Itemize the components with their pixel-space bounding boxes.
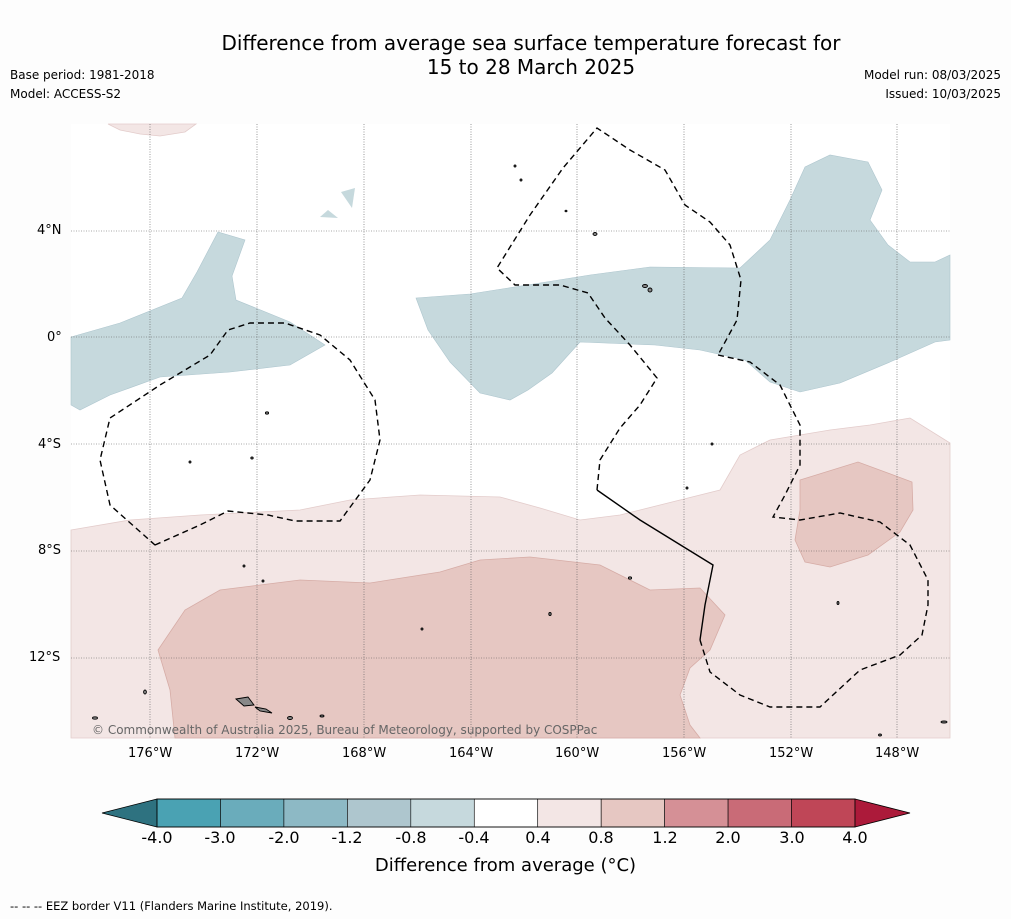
lon-label-156w: 156°W: [662, 746, 707, 761]
cbar-extend-low: [102, 799, 157, 827]
cbar-swatch: [537, 798, 602, 828]
cbar-tick: 0.4: [525, 828, 551, 847]
maritime-boundary-solid: [596, 489, 714, 641]
map-gridlines: [71, 124, 950, 738]
lon-label-152w: 152°W: [769, 746, 814, 761]
cbar-swatch: [727, 798, 792, 828]
cbar-swatch: [347, 798, 412, 828]
cbar-tick: -4.0: [141, 828, 173, 847]
warm-anomaly-top-patch: [107, 123, 198, 137]
cbar-tick: -2.0: [268, 828, 300, 847]
lat-label-4s: 4°S: [38, 437, 62, 452]
cbar-tick: -3.0: [204, 828, 236, 847]
lon-label-172w: 172°W: [235, 746, 280, 761]
warm-anomaly-medium-east: [794, 461, 914, 568]
cbar-tick: -0.8: [395, 828, 427, 847]
islands: [92, 164, 948, 737]
map-title: Difference from average sea surface temp…: [0, 31, 1011, 79]
eez-border-east: [699, 354, 929, 708]
lat-label-4n: 4°N: [37, 223, 62, 238]
cool-anomaly-small-patch-1: [341, 188, 355, 208]
eez-borders: [99, 127, 929, 708]
cbar-swatch: [410, 798, 475, 828]
cbar-extend-high: [855, 799, 910, 827]
cool-anomaly-small-patch-2: [320, 210, 338, 218]
lat-label-12s: 12°S: [29, 650, 61, 665]
cbar-swatch: [220, 798, 285, 828]
footnote-eez: -- -- -- EEZ border V11 (Flanders Marine…: [10, 899, 333, 913]
cbar-swatch: [791, 798, 856, 828]
cbar-tick: 3.0: [779, 828, 805, 847]
base-period: Base period: 1981-2018: [10, 68, 155, 82]
colorbar-title: Difference from average (°C): [374, 855, 637, 876]
warm-anomaly-medium-south: [157, 556, 726, 739]
lon-label-164w: 164°W: [449, 746, 494, 761]
map-title-line1: Difference from average sea surface temp…: [221, 31, 841, 55]
eez-border-west: [99, 322, 381, 546]
meta-right: Model run: 08/03/2025 Issued: 10/03/2025: [864, 66, 1001, 104]
lon-label-176w: 176°W: [128, 746, 173, 761]
cbar-tick: 4.0: [842, 828, 868, 847]
cbar-swatch: [473, 798, 539, 828]
cbar-tick: -1.2: [331, 828, 363, 847]
cbar-swatch: [283, 798, 348, 828]
island-samoa-savaii: [254, 706, 273, 714]
cbar-tick: 1.2: [652, 828, 678, 847]
meta-left: Base period: 1981-2018 Model: ACCESS-S2: [10, 66, 155, 104]
colorbar: [102, 798, 910, 828]
copyright-notice: © Commonwealth of Australia 2025, Bureau…: [92, 723, 598, 737]
issued-date: Issued: 10/03/2025: [885, 87, 1001, 101]
map-title-line2: 15 to 28 March 2025: [426, 55, 636, 79]
lon-label-160w: 160°W: [555, 746, 600, 761]
lon-label-148w: 148°W: [875, 746, 920, 761]
cool-anomaly-central-east: [415, 154, 951, 401]
cbar-swatch: [156, 798, 221, 828]
lat-label-8s: 8°S: [38, 543, 62, 558]
cbar-swatch: [600, 798, 665, 828]
model-name: Model: ACCESS-S2: [10, 87, 122, 101]
cbar-swatch: [664, 798, 729, 828]
lon-label-168w: 168°W: [342, 746, 387, 761]
cbar-tick: 0.8: [588, 828, 614, 847]
model-run: Model run: 08/03/2025: [863, 68, 1001, 82]
cool-anomaly-west: [70, 231, 326, 411]
eez-border-central: [496, 127, 742, 491]
cbar-tick: 2.0: [715, 828, 741, 847]
cbar-tick: -0.4: [458, 828, 490, 847]
island-samoa-upolu: [234, 696, 255, 707]
lat-label-0: 0°: [47, 330, 62, 345]
